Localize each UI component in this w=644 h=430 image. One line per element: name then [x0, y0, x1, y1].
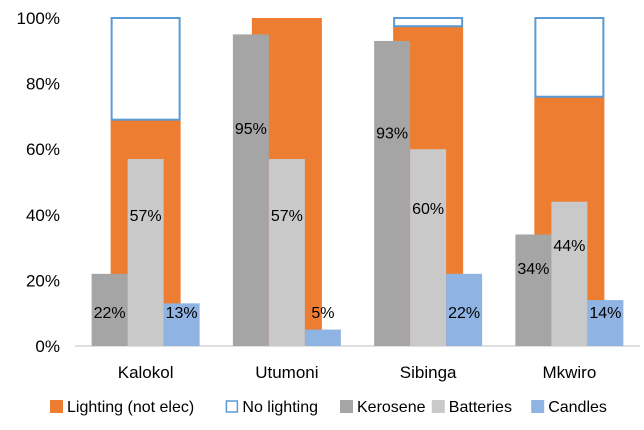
batteries-bar	[127, 159, 164, 346]
batteries-data-label: 57%	[271, 208, 303, 225]
kerosene-data-label: 22%	[94, 305, 126, 322]
legend-swatch	[340, 400, 353, 413]
candles-bar	[304, 329, 341, 346]
kerosene-bar	[374, 40, 411, 347]
legend-swatch	[431, 400, 445, 413]
kerosene-bar	[91, 273, 128, 346]
batteries-bar	[551, 201, 588, 346]
legend-label: Kerosene	[357, 399, 426, 416]
x-tick-label: Kalokol	[118, 363, 174, 382]
x-tick-label: Mkwiro	[542, 363, 596, 382]
candles-bar	[587, 300, 624, 346]
kerosene-bar	[515, 234, 552, 346]
no-lighting-bar	[110, 17, 181, 121]
y-tick-label: 60%	[26, 140, 60, 159]
candles-bar	[163, 303, 200, 346]
kerosene-data-label: 95%	[235, 121, 267, 138]
batteries-data-label: 44%	[553, 238, 585, 255]
legend-label: Batteries	[449, 399, 512, 416]
candles-data-label: 14%	[589, 305, 621, 322]
legend-swatch	[225, 400, 239, 413]
kerosene-bar	[232, 34, 269, 347]
legend-label: No lighting	[242, 399, 318, 416]
candles-data-label: 22%	[448, 305, 480, 322]
batteries-bar	[410, 149, 447, 346]
x-tick-label: Utumoni	[255, 363, 318, 382]
y-tick-label: 80%	[26, 75, 60, 94]
legend-swatch	[531, 400, 545, 413]
legend-label: Lighting (not elec)	[67, 399, 194, 416]
candles-data-label: 13%	[166, 305, 198, 322]
legend-label: Candles	[548, 399, 607, 416]
batteries-data-label: 57%	[130, 208, 162, 225]
y-tick-label: 0%	[35, 337, 60, 356]
batteries-data-label: 60%	[412, 201, 444, 218]
legend-swatch	[50, 400, 63, 413]
y-tick-label: 100%	[17, 9, 60, 28]
batteries-bar	[268, 159, 305, 346]
candles-data-label: 5%	[311, 305, 334, 322]
y-tick-label: 20%	[26, 271, 60, 290]
candles-bar	[446, 273, 483, 346]
kerosene-data-label: 34%	[517, 261, 549, 278]
kerosene-data-label: 93%	[376, 125, 408, 142]
y-tick-label: 40%	[26, 206, 60, 225]
no-lighting-bar	[534, 17, 605, 98]
x-tick-label: Sibinga	[400, 363, 457, 382]
no-lighting-bar	[393, 17, 464, 28]
